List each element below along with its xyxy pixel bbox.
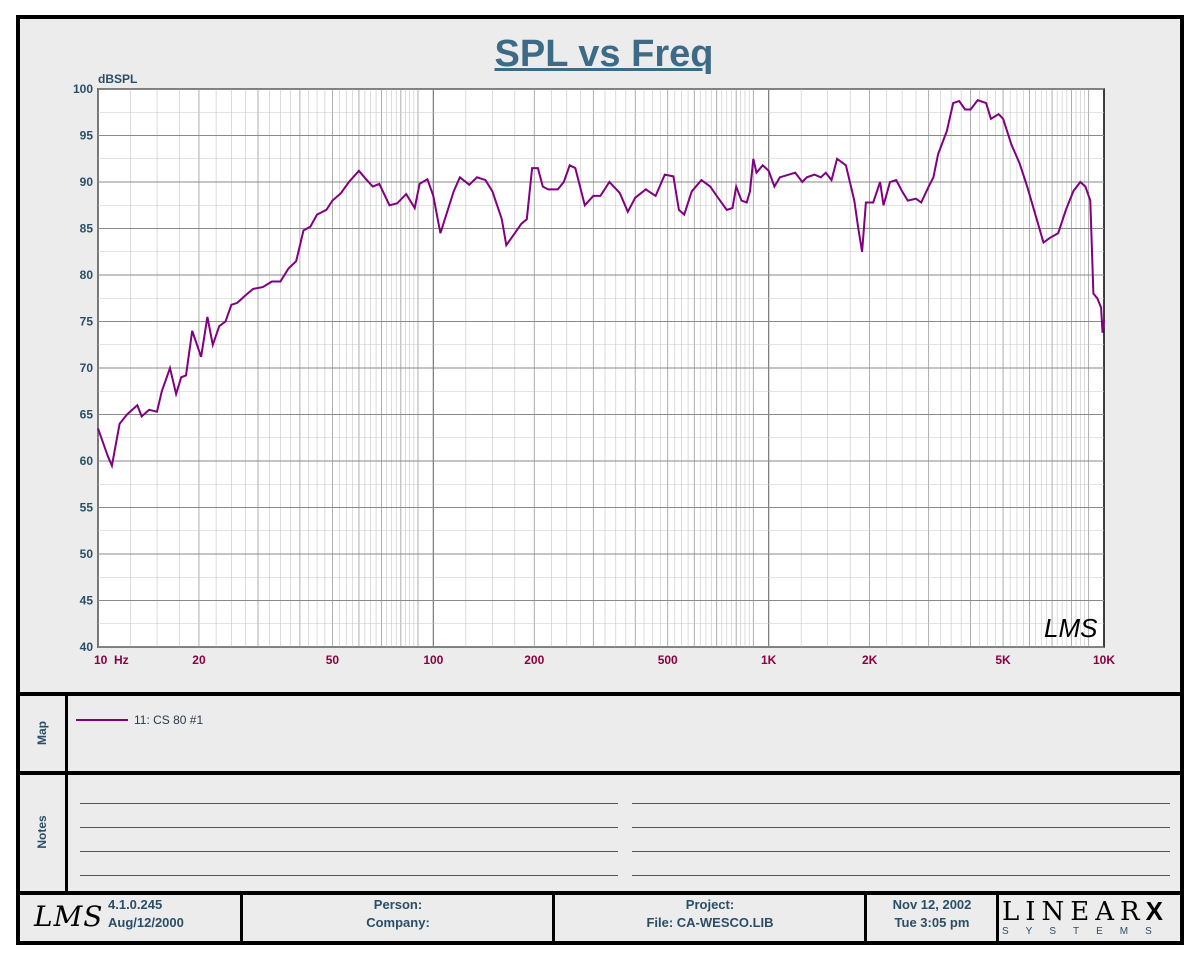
note-line[interactable]	[80, 803, 618, 804]
legend-entry: 11: CS 80 #1	[134, 713, 204, 727]
x-tick-label: 20	[192, 653, 206, 667]
version-text: 4.1.0.245	[108, 897, 163, 912]
project-cell: Project: File: CA-WESCO.LIB	[556, 896, 864, 942]
notes-label: Notes	[35, 815, 49, 849]
brand-x: X	[1145, 896, 1163, 926]
linearx-logo: LINEARX SYSTEMS	[1002, 897, 1172, 941]
map-label: Map	[35, 721, 49, 745]
file-label: File: CA-WESCO.LIB	[646, 915, 774, 930]
time-text: Tue 3:05 pm	[894, 915, 970, 930]
x-tick-labels: 10 Hz 20 50 100 200 500 1K 2K 5K 10K	[94, 653, 1115, 667]
legend-swatch	[76, 719, 128, 721]
note-line[interactable]	[632, 875, 1170, 876]
y-tick-label: 95	[80, 129, 94, 143]
x-tick-label: 50	[326, 653, 340, 667]
note-line[interactable]	[80, 875, 618, 876]
x-tick-label: 500	[658, 653, 678, 667]
company-label: Company:	[366, 915, 430, 930]
y-tick-label: 40	[80, 640, 94, 654]
note-line[interactable]	[632, 803, 1170, 804]
y-tick-label: 80	[80, 268, 94, 282]
notes-label-divider	[65, 775, 68, 891]
footer-divider	[996, 895, 999, 945]
brand-sub: SYSTEMS	[1002, 926, 1169, 937]
brand-main: LINEAR	[1002, 897, 1146, 927]
map-legend: 11: CS 80 #1	[76, 713, 203, 727]
x-tick-label: 1K	[761, 653, 777, 667]
y-tick-label: 65	[80, 408, 94, 422]
divider-notes-top	[20, 771, 1180, 775]
divider-footer-top	[20, 891, 1180, 895]
note-line[interactable]	[80, 851, 618, 852]
footer-divider	[552, 895, 555, 945]
y-tick-label: 70	[80, 361, 94, 375]
x-tick-label: 10 Hz	[94, 653, 129, 667]
y-tick-labels: 100 95 90 85 80 75 70 65 60 55 50 45 40	[73, 82, 93, 654]
date-cell: Nov 12, 2002 Tue 3:05 pm	[868, 896, 996, 942]
x-tick-label: 200	[524, 653, 544, 667]
y-tick-label: 100	[73, 82, 93, 96]
y-tick-label: 45	[80, 594, 94, 608]
y-tick-label: 75	[80, 315, 94, 329]
date-text: Nov 12, 2002	[892, 897, 972, 912]
project-label: Project:	[685, 897, 735, 912]
person-label: Person:	[373, 897, 423, 912]
y-tick-label: 85	[80, 222, 94, 236]
note-line[interactable]	[632, 851, 1170, 852]
x-tick-label: 100	[423, 653, 443, 667]
lms-logo: LMS	[34, 900, 104, 933]
y-axis-label: dBSPL	[98, 72, 137, 86]
note-line[interactable]	[632, 827, 1170, 828]
y-tick-label: 50	[80, 547, 94, 561]
person-cell: Person: Company:	[244, 896, 552, 942]
x-tick-label: 2K	[862, 653, 878, 667]
y-tick-label: 55	[80, 501, 94, 515]
series-line	[97, 99, 1105, 470]
lms-watermark: LMS	[1044, 613, 1098, 643]
version-cell: 4.1.0.245 Aug/12/2000	[108, 896, 236, 942]
divider-map-top	[20, 692, 1180, 696]
chart-title: SPL vs Freq	[494, 33, 714, 75]
note-line[interactable]	[80, 827, 618, 828]
map-label-divider	[65, 696, 68, 771]
page-frame: SPL vs Freq 100 95 90 85 80 75 70 65 60 55 50 45 40 …	[16, 15, 1184, 945]
x-tick-label: 5K	[995, 653, 1011, 667]
footer-divider	[864, 895, 867, 945]
y-tick-label: 60	[80, 454, 94, 468]
build-date-text: Aug/12/2000	[108, 915, 184, 930]
x-tick-label: 10K	[1093, 653, 1115, 667]
footer-divider	[240, 895, 243, 945]
y-tick-label: 90	[80, 175, 94, 189]
